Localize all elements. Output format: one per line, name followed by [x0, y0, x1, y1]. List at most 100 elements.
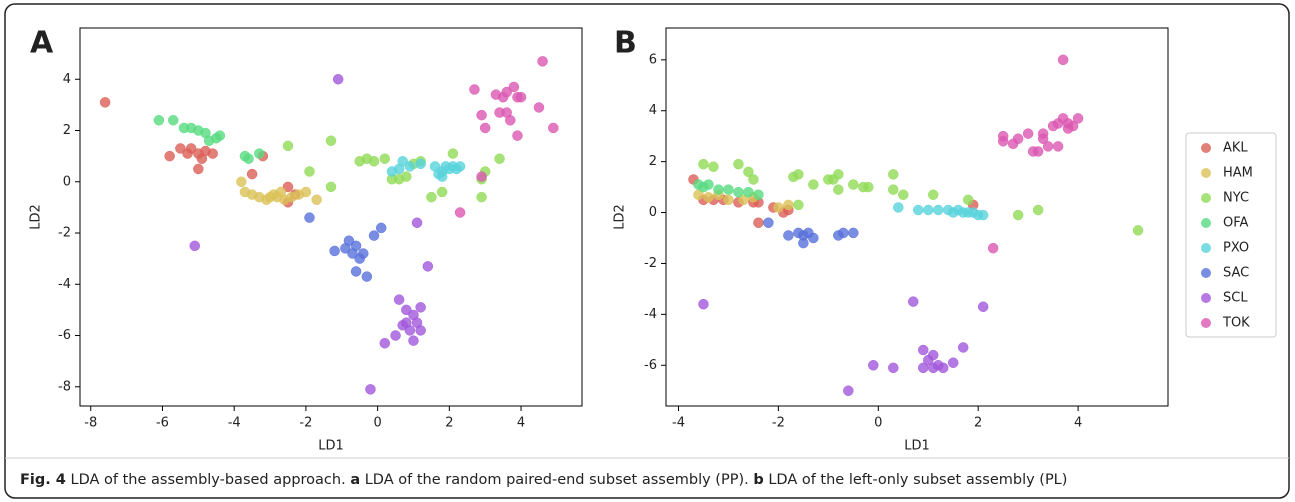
point	[1032, 146, 1044, 157]
point	[743, 186, 754, 198]
legend-label: AKL	[1223, 141, 1248, 156]
point	[708, 161, 719, 172]
point	[703, 192, 714, 203]
y-tick-label: -6	[58, 328, 71, 343]
point	[848, 227, 859, 239]
point	[454, 161, 466, 172]
point	[932, 204, 944, 216]
point	[733, 158, 744, 170]
point	[390, 330, 401, 341]
point	[748, 174, 759, 185]
y-tick-label: -2	[58, 226, 71, 241]
point	[1022, 128, 1034, 139]
point	[783, 199, 794, 211]
point	[350, 266, 362, 277]
point	[888, 184, 899, 195]
x-tick-label: -4	[672, 416, 685, 431]
legend-label: NYC	[1223, 191, 1249, 206]
point	[505, 115, 516, 126]
point	[927, 189, 939, 200]
point	[698, 158, 709, 170]
point	[833, 184, 844, 195]
point	[927, 349, 939, 361]
point	[893, 202, 904, 213]
point	[793, 169, 804, 180]
point	[393, 294, 405, 305]
axes-frame	[665, 27, 1169, 407]
point	[723, 184, 734, 195]
point	[947, 357, 959, 368]
point	[1052, 141, 1064, 152]
point	[1012, 133, 1024, 144]
point	[325, 135, 337, 147]
point	[798, 230, 809, 241]
point	[185, 143, 197, 154]
caption-part: Fig. 4	[20, 472, 66, 488]
point	[917, 344, 929, 356]
caption-part: LDA of the left-only subset assembly (PL…	[764, 472, 1068, 488]
point	[365, 384, 376, 395]
legend-label: OFA	[1223, 216, 1249, 231]
point	[1067, 120, 1079, 132]
caption-part: LDA of the assembly-based approach.	[66, 472, 350, 488]
point	[189, 240, 200, 252]
point	[922, 204, 934, 216]
point	[193, 163, 204, 175]
point	[1072, 113, 1084, 124]
legend-label: SCL	[1223, 291, 1248, 306]
point	[508, 81, 520, 93]
point	[843, 385, 854, 396]
legend-box	[1185, 132, 1277, 338]
point	[783, 230, 794, 241]
point	[1032, 204, 1044, 216]
point	[808, 179, 819, 190]
legend-marker	[1201, 293, 1211, 303]
point	[243, 153, 254, 164]
y-tick-label: 0	[649, 205, 657, 220]
legend-marker	[1201, 143, 1211, 153]
point	[282, 140, 294, 152]
point	[848, 179, 859, 190]
point	[476, 191, 487, 203]
point	[401, 317, 412, 328]
point	[379, 337, 391, 349]
point	[415, 325, 426, 336]
point	[1042, 141, 1054, 152]
y-tick-label: -8	[58, 379, 71, 394]
point	[501, 86, 512, 98]
legend-marker	[1201, 243, 1211, 253]
point	[908, 296, 919, 307]
point	[533, 102, 545, 113]
point	[1132, 225, 1144, 236]
axes-frame	[79, 27, 583, 407]
point	[379, 153, 391, 164]
point	[808, 232, 819, 244]
point	[977, 209, 989, 221]
point	[304, 212, 315, 223]
panel-label: B	[614, 26, 637, 61]
point	[436, 171, 448, 182]
point	[868, 360, 879, 371]
y-tick-label: 2	[649, 154, 657, 169]
legend-marker	[1201, 193, 1211, 203]
legend-label: SAC	[1223, 266, 1249, 281]
point	[311, 194, 322, 205]
legend-marker	[1201, 218, 1211, 228]
x-tick-label: 2	[445, 416, 453, 431]
point	[476, 109, 487, 121]
y-axis-label: LD2	[613, 204, 628, 230]
x-tick-label: -4	[228, 416, 241, 431]
y-tick-label: 4	[63, 72, 71, 87]
point	[304, 166, 315, 177]
legend-marker	[1201, 268, 1211, 278]
y-tick-label: 2	[63, 123, 71, 138]
point	[888, 362, 899, 374]
figure-border	[4, 3, 1290, 499]
point	[426, 191, 437, 203]
point	[863, 181, 874, 193]
x-tick-label: -2	[299, 416, 312, 431]
point	[733, 186, 744, 198]
x-tick-label: 0	[874, 416, 882, 431]
point	[368, 230, 380, 241]
point	[962, 194, 974, 206]
